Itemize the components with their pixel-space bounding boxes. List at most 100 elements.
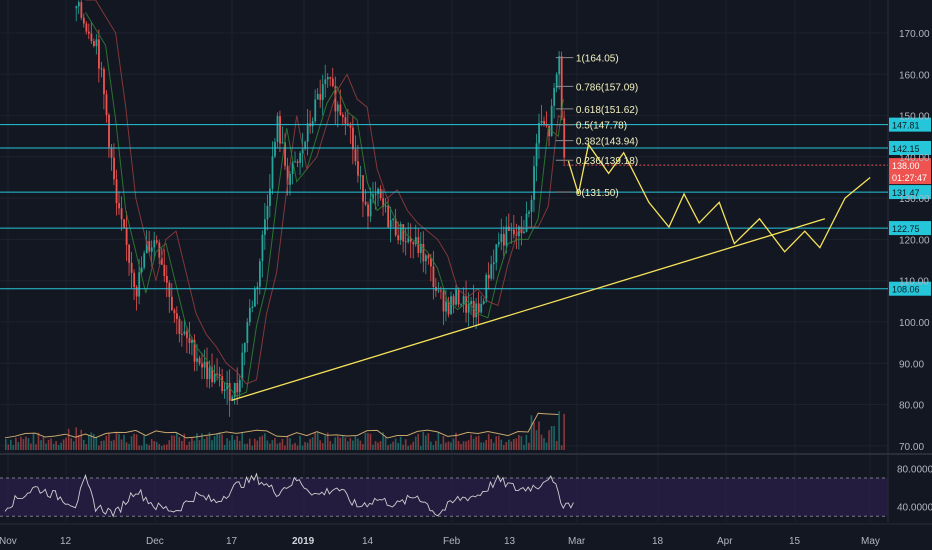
time-tick-label: Feb [443,536,461,547]
volume-bar [533,422,535,450]
volume-bar [399,436,402,450]
candle-body [342,114,344,118]
volume-bar [77,434,80,450]
candle-body [563,117,566,158]
price-tick-label: 80.00 [899,401,924,412]
candle-body [477,303,480,313]
candle-body [208,367,211,380]
volume-bar [397,442,399,450]
candle-body [344,117,347,124]
volume-bar [492,442,495,450]
volume-bar [316,432,319,450]
candle-body [357,161,359,176]
candle-body [163,264,166,277]
volume-bar [296,445,299,450]
candle-body [470,300,473,305]
volume-bar [178,437,181,450]
time-tick-label: Mar [568,536,586,547]
volume-bar [93,433,95,450]
rsi-line [4,472,574,518]
candle-body [253,288,256,307]
volume-bar [417,433,420,450]
candle-body [412,241,415,245]
volume-bar [47,439,50,450]
volume-bar [520,436,523,450]
volume-bar [274,438,276,450]
level-label: 147.81 [892,121,920,131]
volume-bar [404,439,407,450]
candle-body [487,274,490,279]
volume-bar [145,443,148,450]
candle-body [188,337,191,343]
candle-body [495,244,498,263]
candle-body [513,229,515,235]
candle-body [301,148,304,153]
fib-level-label: 0(131.50) [576,188,619,199]
level-label: 108.06 [892,285,920,295]
candle-body [158,242,161,258]
candle-body [279,116,281,144]
rsi-tick-label: 80.0000 [897,464,932,475]
volume-bar [155,441,158,450]
volume-bar [419,445,422,450]
candle-body [299,152,302,163]
candle-body [95,39,98,47]
candle-body [528,211,530,214]
volume-bar [17,442,20,450]
volume-bar [168,440,171,450]
volume-bar [435,440,437,450]
volume-bar [241,432,244,450]
candle-body [213,373,216,383]
candle-body [193,339,196,362]
volume-bar [447,441,450,450]
candle-body [538,122,540,144]
time-tick-label: 18 [652,536,664,547]
candle-body [186,331,188,338]
volume-bar [289,438,291,450]
volume-bar [347,441,349,450]
candle-body [123,219,126,228]
candle-body [118,203,120,209]
volume-bar [414,436,417,450]
candle-body [168,282,171,297]
candle-body [304,141,307,149]
volume-bar [90,432,93,450]
volume-bar [183,433,186,450]
candle-body [432,266,435,287]
candle-body [409,238,412,242]
volume-bar [523,444,525,450]
volume-bar [294,442,296,450]
volume-bar [40,440,42,450]
candle-body [85,23,88,32]
candle-body [331,78,334,87]
volume-bar [558,411,560,450]
candle-body [407,238,410,243]
candle-body [525,213,528,232]
volume-bar [412,441,415,450]
volume-bar [387,445,389,450]
candle-body [90,33,93,42]
volume-bar [150,439,153,450]
volume-bar [530,415,533,450]
candle-body [555,74,558,89]
time-tick-label: 17 [226,536,238,547]
volume-bar [550,425,553,450]
volume-bar [196,433,198,450]
volume-bar [188,441,191,450]
volume-bar [354,435,357,450]
volume-bar [480,442,482,450]
candle-body [419,243,422,253]
candle-body [442,291,445,312]
volume-bar [57,444,60,450]
volume-bar [140,445,143,450]
candle-body [372,194,374,200]
volume-bar [402,444,404,450]
candle-body [319,93,322,100]
volume-bar [170,435,173,450]
axes: 170.00 160.00 150.00 140.00 130.00 120.00 110.… [0,29,932,547]
volume-bar [261,435,264,450]
volume-bar [513,439,515,450]
support-trendline [231,218,826,402]
